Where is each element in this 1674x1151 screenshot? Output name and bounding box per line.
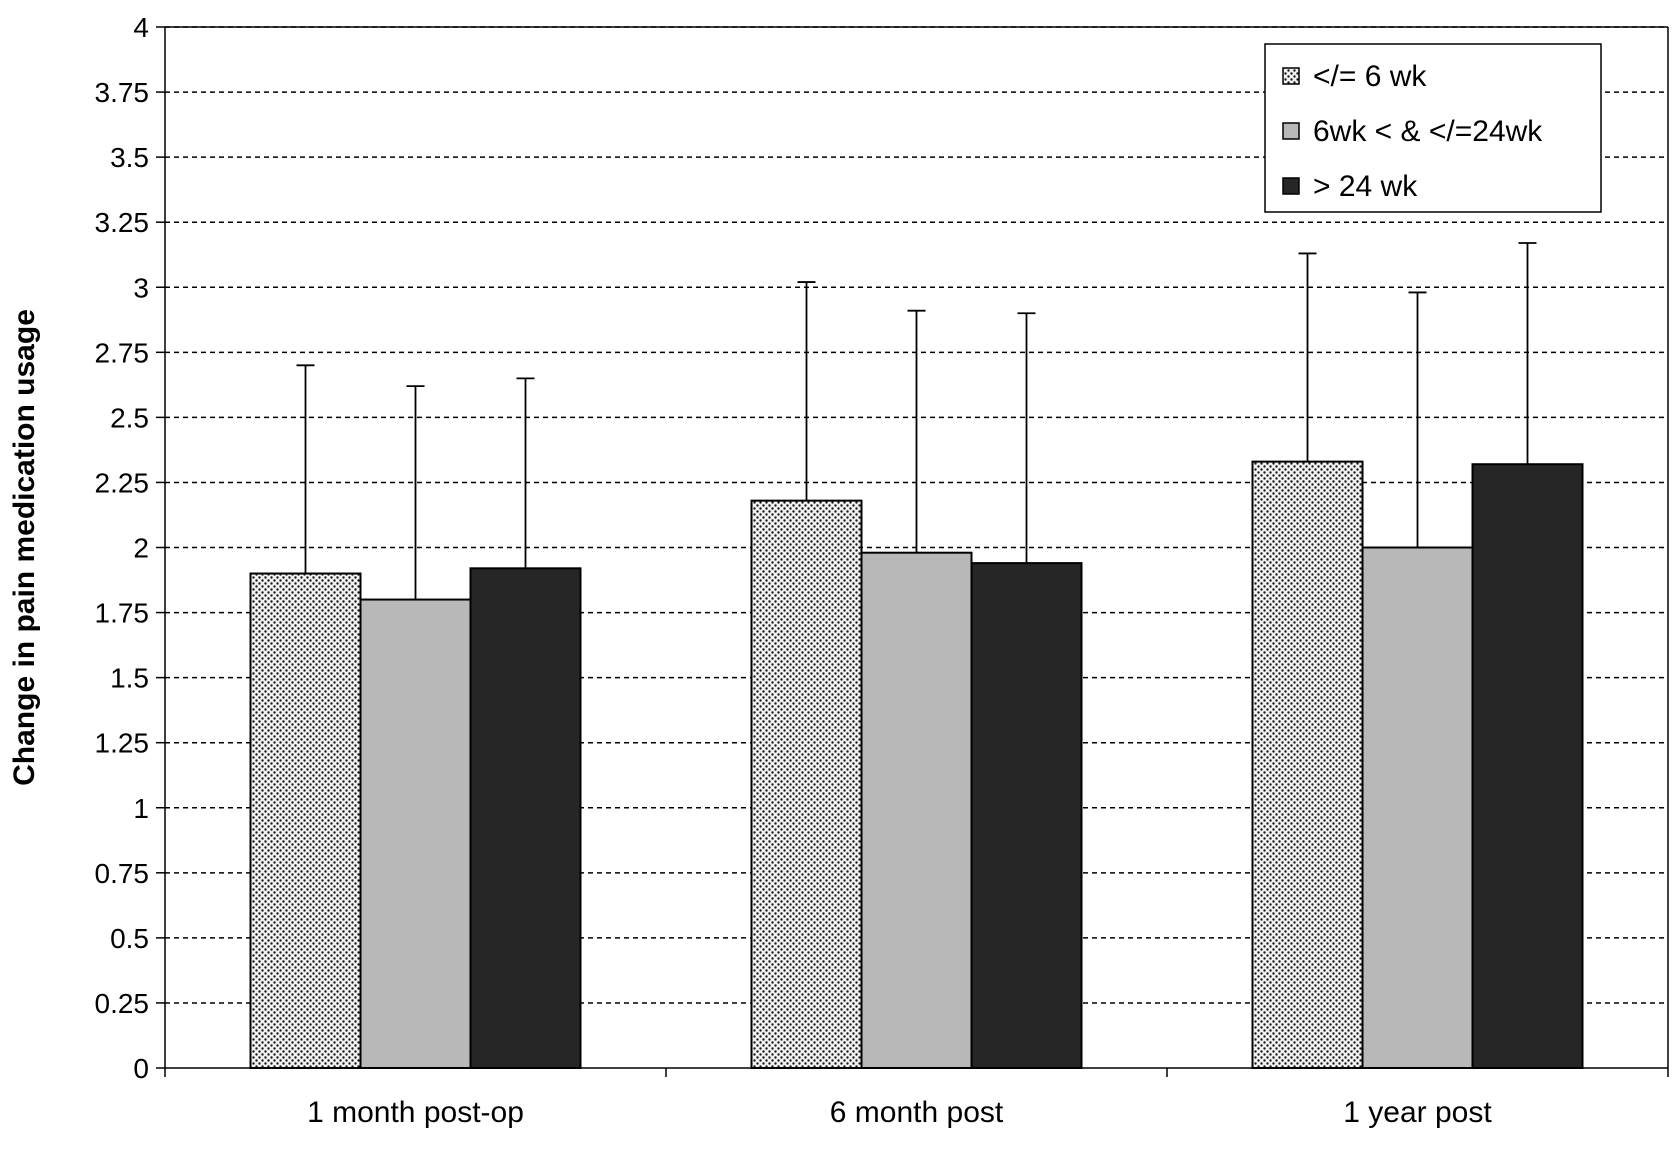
legend-label: 6wk < & </=24wk xyxy=(1313,115,1543,148)
axis-labels: Change in pain medication usage xyxy=(8,309,41,786)
error-bars xyxy=(296,242,1537,600)
y-tick-label: 2.5 xyxy=(110,402,149,433)
legend-swatch xyxy=(1282,177,1300,195)
y-tick-label: 3 xyxy=(133,272,149,303)
bar xyxy=(1251,460,1364,1069)
y-tick-label: 0.75 xyxy=(95,858,150,889)
legend-swatch xyxy=(1282,122,1300,140)
x-tick-label: 1 month post-op xyxy=(307,1096,524,1129)
y-tick-label: 0.5 xyxy=(110,923,149,954)
legend-swatch xyxy=(1282,67,1300,85)
y-tick-label: 1 xyxy=(133,793,149,824)
x-tick-label: 1 year post xyxy=(1343,1096,1492,1129)
bar xyxy=(970,562,1083,1069)
legend: </= 6 wk 6wk < & </=24wk > 24 wk xyxy=(1264,43,1602,213)
bar xyxy=(860,551,973,1069)
bar xyxy=(1361,546,1474,1069)
axes: 0 0.25 0.5 0.75 1 1.25 1.5 1.75 2 2.25 2.5 2.75 3 3.2… xyxy=(95,12,1669,1129)
y-tick-label: 2.75 xyxy=(95,337,150,368)
y-tick-label: 3.5 xyxy=(110,142,149,173)
y-tick-label: 0 xyxy=(133,1053,149,1084)
y-tick-label: 3.25 xyxy=(95,207,150,238)
bar xyxy=(469,567,582,1069)
bar xyxy=(249,572,362,1070)
y-axis-label: Change in pain medication usage xyxy=(8,309,41,786)
y-tick-label: 0.25 xyxy=(95,988,150,1019)
y-tick-label: 1.5 xyxy=(110,663,149,694)
x-tick-label: 6 month post xyxy=(830,1096,1004,1129)
y-tick-label: 2.25 xyxy=(95,467,150,498)
legend-box xyxy=(1264,43,1602,213)
y-tick-label: 1.75 xyxy=(95,598,150,629)
bar xyxy=(359,598,472,1069)
legend-label: </= 6 wk xyxy=(1313,60,1427,93)
legend-label: > 24 wk xyxy=(1313,170,1418,203)
bar xyxy=(1471,463,1584,1070)
y-tick-label: 1.25 xyxy=(95,728,150,759)
y-tick-label: 4 xyxy=(133,12,149,43)
y-tick-label: 3.75 xyxy=(95,77,150,108)
bar xyxy=(750,499,863,1069)
y-tick-label: 2 xyxy=(133,533,149,564)
